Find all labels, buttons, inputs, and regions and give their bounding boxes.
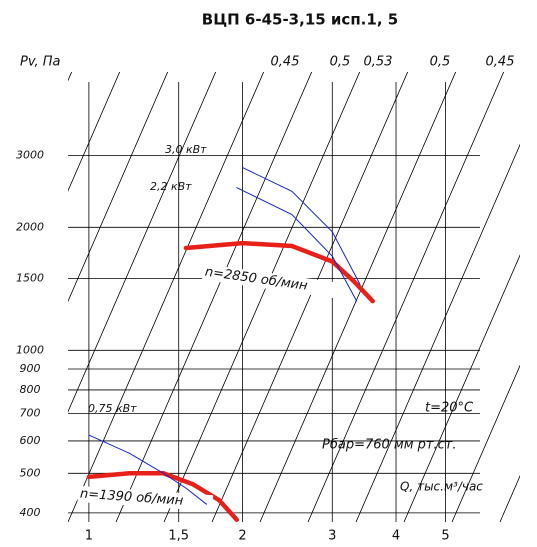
system-lines	[68, 72, 520, 522]
system-line	[259, 72, 457, 522]
y-tick-label: 500	[20, 466, 41, 479]
x-tick-label: 1	[85, 529, 93, 544]
x-tick-label: 3	[328, 529, 336, 544]
system-line	[211, 72, 409, 522]
system-line	[68, 72, 121, 192]
efficiency-label: 0,5	[330, 55, 351, 70]
y-tick-label: 700	[20, 407, 41, 420]
system-line	[68, 72, 217, 413]
system-line	[355, 143, 520, 522]
efficiency-label: 0,45	[486, 55, 515, 70]
efficiency-label: 0,45	[271, 55, 300, 70]
curve-label: 2,2 кВт	[150, 180, 192, 193]
curve	[242, 167, 361, 285]
y-tick-label: 3000	[16, 148, 44, 161]
system-line	[499, 474, 520, 522]
curve	[86, 471, 240, 522]
x-tick-label: 1,5	[168, 529, 189, 544]
label-bg	[201, 263, 338, 299]
y-tick-label: 600	[20, 434, 41, 447]
y-axis-label: Pv, Па	[20, 55, 61, 70]
curve-label: n=2850 об/мин	[204, 265, 309, 294]
y-tick-label: 800	[20, 383, 41, 396]
curve-label: 3,0 кВт	[165, 143, 207, 156]
curve	[88, 434, 207, 505]
system-line	[68, 72, 169, 303]
y-tick-label: 900	[20, 362, 41, 375]
system-line	[163, 72, 361, 522]
efficiency-label: 0,5	[430, 55, 451, 70]
curve-label: 0,75 кВт	[88, 402, 137, 415]
system-line	[307, 72, 505, 522]
system-line	[115, 72, 313, 522]
y-tick-label: 1000	[16, 343, 44, 356]
y-tick-label: 400	[20, 506, 41, 519]
chart-title: ВЦП 6-45-3,15 исп.1, 5	[202, 11, 398, 29]
x-tick-label: 2	[238, 529, 246, 544]
efficiency-label: 0,53	[364, 55, 393, 70]
system-line	[403, 254, 520, 522]
x-axis-label: Q, тыс.м³/час	[400, 480, 483, 494]
curve	[236, 187, 358, 302]
label-bg	[77, 485, 214, 512]
x-tick-label: 4	[392, 529, 400, 544]
curve	[183, 240, 375, 304]
curve-label: n=1390 об/мин	[79, 487, 184, 509]
annotation: t=20°C	[425, 401, 474, 416]
system-line	[68, 72, 265, 522]
y-tick-label: 1500	[16, 271, 44, 284]
x-tick-label: 5	[441, 529, 449, 544]
system-line	[451, 364, 520, 522]
y-tick-label: 2000	[16, 220, 44, 233]
